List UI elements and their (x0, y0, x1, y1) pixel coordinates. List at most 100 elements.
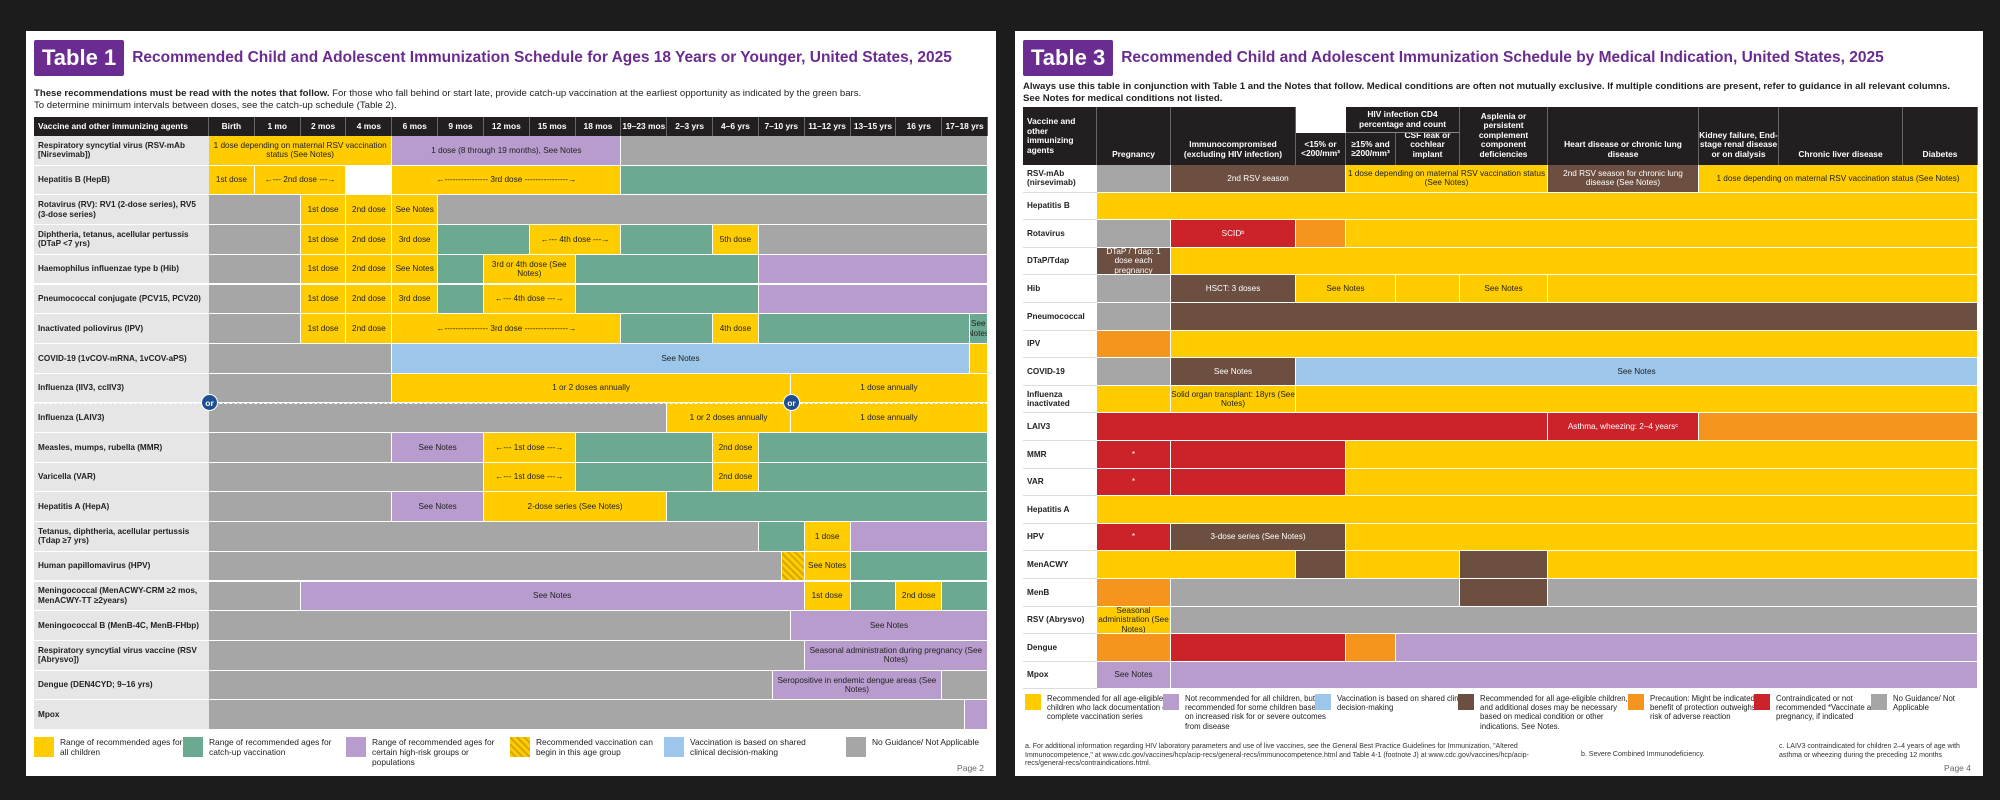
vaccine-row-label: Rotavirus (RV): RV1 (2-dose series), RV5… (34, 195, 209, 226)
schedule-bar (438, 225, 530, 255)
legend-item: Precaution: Might be indicated if benefi… (1628, 694, 1772, 722)
legend-text: Contraindicated or not recommended *Vacc… (1776, 694, 1883, 722)
table1-badge: Table 1 (34, 40, 125, 76)
footnote-a: a. For additional information regarding … (1025, 743, 1529, 767)
indication-row-label: Hib (1023, 275, 1097, 303)
indication-bar: 3-dose series (See Notes) (1171, 523, 1346, 552)
vaccine-row-label: Inactivated poliovirus (IPV) (34, 314, 209, 344)
schedule-bar: 2nd dose (713, 433, 759, 463)
schedule-bar: 3rd dose (392, 225, 439, 255)
schedule-bar: See Notes (392, 343, 970, 374)
legend-swatch (510, 737, 530, 757)
indication-bar: * (1097, 468, 1171, 497)
indication-bar (1699, 413, 1978, 441)
indication-row-label: IPV (1023, 330, 1097, 359)
indication-bar (1346, 441, 1978, 469)
indication-header-10: Diabetes (1903, 107, 1978, 165)
legend-swatch (1025, 694, 1041, 710)
table3-badge: Table 3 (1023, 40, 1114, 76)
legend-text: Recommended for all age-eligible childre… (1047, 694, 1176, 722)
indication-row-label: Mpox (1023, 661, 1097, 690)
legend-text: Vaccination is based on shared clinical … (1337, 694, 1471, 713)
schedule-bar: 2nd dose (346, 195, 393, 226)
schedule-bar (438, 284, 484, 315)
indication-row-label: Dengue (1023, 634, 1097, 662)
schedule-bar: 1 or 2 doses annually (667, 403, 791, 433)
schedule-bar: 1 dose annually (790, 373, 988, 404)
indication-row-label: HPV (1023, 523, 1097, 552)
indication-bar (1171, 606, 1978, 635)
schedule-bar (850, 522, 988, 552)
schedule-bar: ←--- 4th dose ---→ (483, 284, 576, 315)
table1-intro-bold: These recommendations must be read with … (34, 88, 330, 99)
indication-bar (1396, 634, 1978, 662)
legend-text: Vaccination is based on shared clinical … (690, 737, 806, 757)
indication-bar (1097, 358, 1171, 386)
schedule-bar: Seasonal administration during pregnancy… (804, 640, 988, 671)
schedule-bar: See Notes (392, 492, 484, 523)
indication-bar: Seasonal administration (See Notes) (1097, 606, 1171, 635)
schedule-bar: 1 or 2 doses annually (392, 373, 791, 404)
table1-title-row: Table 1 Recommended Child and Adolescent… (34, 40, 952, 76)
age-header-9: 19–23 mos (621, 117, 668, 136)
schedule-bar: 1st dose (300, 254, 347, 285)
legend-item: No Guidance/ Not Applicable (846, 737, 1006, 757)
table3-title-row: Table 3 Recommended Child and Adolescent… (1023, 40, 1884, 76)
indication-bar (1097, 220, 1171, 248)
age-header-10: 2–3 yrs (667, 117, 714, 136)
legend-item: Range of recommended ages for catch-up v… (183, 737, 343, 757)
indication-bar: Asthma, wheezing: 2–4 yearsᶜ (1548, 413, 1699, 441)
schedule-bar (575, 254, 759, 285)
schedule-bar: 1st dose (300, 225, 347, 255)
schedule-bar (667, 492, 988, 523)
table3-page-number: Page 4 (1944, 763, 1971, 773)
table1-title: Recommended Child and Adolescent Immuniz… (132, 49, 952, 66)
indication-bar (1171, 634, 1346, 662)
age-header-1: 1 mo (254, 117, 301, 136)
legend-text: Recommended for all age-eligible childre… (1480, 694, 1628, 731)
schedule-bar: See Notes (969, 314, 988, 344)
indication-bar: See Notes (1171, 358, 1296, 386)
legend-text: Range of recommended ages for all childr… (60, 737, 183, 757)
age-header-5: 9 mos (438, 117, 484, 136)
schedule-bar (209, 522, 759, 552)
schedule-bar: 2nd dose (713, 462, 759, 493)
schedule-bar: 2nd dose (346, 314, 393, 344)
indication-bar (1097, 165, 1171, 193)
schedule-bar: 2nd dose (346, 284, 393, 315)
indication-bar: 2nd RSV season (1171, 165, 1346, 193)
schedule-bar (209, 670, 773, 701)
age-header-11: 4–6 yrs (713, 117, 759, 136)
schedule-bar (209, 581, 301, 612)
legend-swatch (1163, 694, 1179, 710)
table1-intro-line2: To determine minimum intervals between d… (34, 100, 397, 111)
schedule-bar (346, 165, 393, 196)
indication-bar (1171, 441, 1346, 469)
schedule-bar: 1st dose (209, 165, 255, 196)
hiv-header: HIV infection CD4 percentage and count (1346, 107, 1460, 133)
indication-header-7: Heart disease or chronic lung disease (1548, 107, 1699, 165)
schedule-bar: See Notes (300, 581, 805, 612)
schedule-bar (758, 284, 988, 315)
indication-header-1: Pregnancy (1097, 107, 1171, 165)
legend-swatch (1871, 694, 1887, 710)
schedule-bar (850, 581, 897, 612)
indication-bar (1171, 661, 1978, 690)
vaccine-row-label: Measles, mumps, rubella (MMR) (34, 433, 209, 463)
schedule-bar: 1 dose (8 through 19 months), See Notes (392, 136, 622, 166)
table1-page-number: Page 2 (957, 763, 984, 773)
indication-row-label: Rotavirus (1023, 220, 1097, 248)
schedule-bar: 1st dose (804, 581, 851, 612)
legend-swatch (346, 737, 366, 757)
indication-bar (1296, 220, 1346, 248)
legend-text: No Guidance/ Not Applicable (872, 737, 980, 747)
schedule-bar: 1st dose (300, 195, 347, 226)
age-header-14: 13–15 yrs (850, 117, 897, 136)
vaccine-row-label: Haemophilus influenzae type b (Hib) (34, 254, 209, 285)
indication-bar: 1 dose depending on maternal RSV vaccina… (1346, 165, 1548, 193)
schedule-bar (621, 225, 714, 255)
schedule-bar (575, 284, 759, 315)
vaccine-row-label: Dengue (DEN4CYD; 9–16 yrs) (34, 670, 209, 701)
schedule-bar (758, 314, 970, 344)
schedule-bar (621, 165, 988, 196)
